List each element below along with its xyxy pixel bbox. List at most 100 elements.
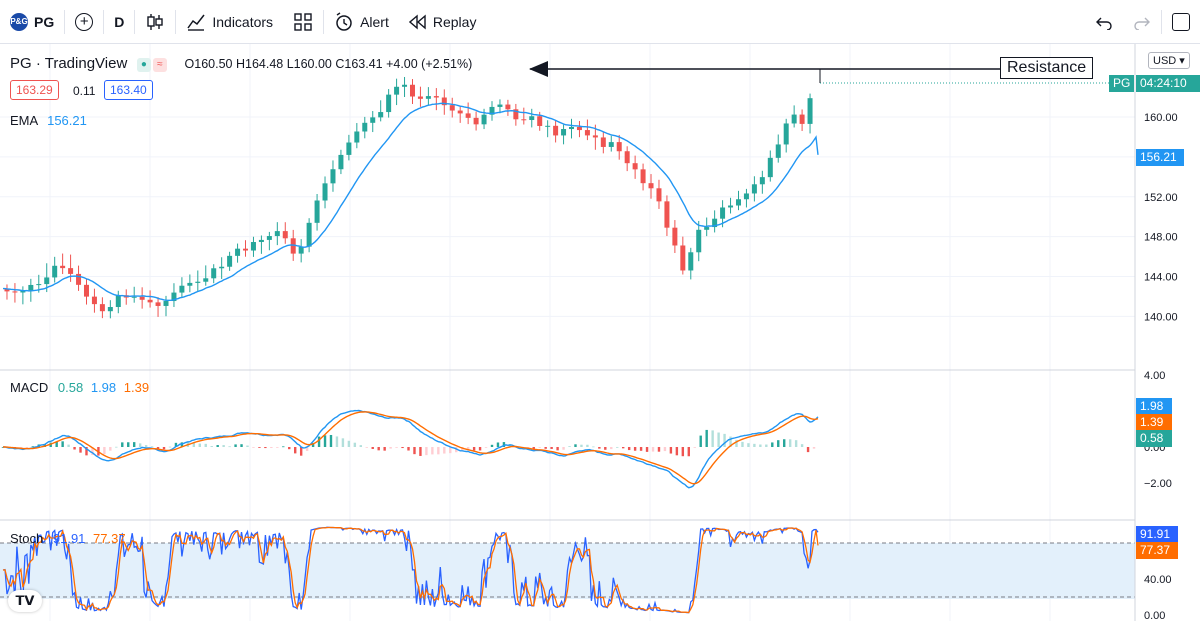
candle-body [584,130,590,136]
macd-histogram-bar [663,447,667,452]
candle-body [107,307,113,312]
alert-label: Alert [360,13,389,30]
chart-type-button[interactable] [135,0,175,44]
candle-body [235,248,241,256]
sell-price-box[interactable]: 163.29 [10,80,59,100]
macd-histogram-bar [234,444,237,447]
candle-body [728,205,734,208]
stoch-tick-label: 40.00 [1144,574,1172,586]
redo-button[interactable] [1123,0,1161,44]
macd-histogram-bar [621,447,625,449]
main-legend: PG · TradingView ● ≈ O160.50 H164.48 L16… [10,55,472,72]
macd-histogram-bar [210,446,213,447]
stoch-d-line [2,526,819,614]
stoch-legend: Stoch 91.91 77.37 [10,531,126,546]
macd-histogram-bar [395,447,398,448]
candle-body [52,265,58,278]
macd-histogram [1,429,816,457]
price-tick-label: 160.00 [1144,112,1178,124]
stoch-d-badge: 77.37 [1136,542,1178,559]
layout-button[interactable] [1162,0,1200,44]
ema-label: EMA [10,113,38,128]
macd-histogram-bar [407,447,410,451]
alert-button[interactable]: Alert [324,0,399,44]
spread-value: 0.11 [73,84,96,98]
candle-body [807,98,813,124]
symbol-search-button[interactable]: P&G PG [0,0,64,44]
macd-histogram-bar [240,444,243,447]
macd-histogram-bar [258,447,261,448]
candle-body [457,110,463,114]
candle-body [68,268,74,274]
macd-hist-value: 0.58 [57,380,84,395]
replay-button[interactable]: Replay [399,0,487,44]
candle-body [131,296,137,298]
candle-body [751,184,757,194]
macd-histogram-bar [150,446,154,448]
macd-tick-label: −2.00 [1144,478,1172,490]
macd-badge: 1.98 [1136,398,1172,415]
macd-histogram-bar [711,430,714,447]
macd-histogram-bar [132,442,136,447]
stoch-guides [0,542,1135,598]
interval-button[interactable]: D [104,0,134,44]
ema-price-badge: 156.21 [1136,149,1184,166]
candle-body [473,117,479,125]
signal-line [3,411,819,485]
macd-histogram-bar [681,447,685,457]
candle-body [394,86,400,95]
candle-body [346,142,352,155]
candle-body [425,96,431,99]
candle-body [195,281,201,283]
macd-histogram-bar [377,447,380,451]
macd-histogram-bar [216,445,219,447]
macd-legend: MACD 0.58 1.98 1.39 [10,380,149,395]
macd-histogram-bar [19,447,23,449]
macd-histogram-bar [616,446,619,448]
macd-histogram-bar [389,447,392,449]
stoch-tick-label: 0.00 [1144,610,1165,621]
candle-body [163,301,169,306]
macd-tick-label: 4.00 [1144,370,1165,382]
candle-body [465,113,471,118]
macd-histogram-bar [204,443,207,447]
macd-histogram-bar [657,447,661,452]
chart-canvas[interactable]: 140.00144.00148.00152.00156.00160.004.00… [0,44,1200,621]
tradingview-logo[interactable]: 𝗧𝗩 [8,590,42,612]
candle-body [227,255,233,267]
candle-body [211,268,217,279]
grid-icon [294,12,312,31]
candle-body [115,295,121,308]
candle-body [417,96,423,99]
indicators-button[interactable]: Indicators [176,0,283,44]
hist-badge: 0.58 [1136,430,1172,447]
candle-body [648,183,654,189]
undo-button[interactable] [1085,0,1123,44]
macd-histogram-bar [723,433,726,447]
candle-body [696,229,702,253]
currency-select[interactable]: USD ▾ [1148,52,1190,69]
candle-body [282,231,288,239]
macd-histogram-bar [562,447,565,450]
candles-icon [147,13,164,30]
candle-body [290,238,296,254]
buy-price-box[interactable]: 163.40 [104,80,153,100]
candle-body [4,288,10,292]
macd-histogram-bar [162,447,166,450]
macd-histogram-bar [568,446,571,447]
candle-body [28,284,34,291]
macd-histogram-bar [127,442,130,447]
macd-histogram-bar [156,447,160,449]
legend-toggles[interactable]: ● ≈ [136,57,167,72]
macd-histogram-bar [198,443,201,447]
templates-button[interactable] [283,0,323,44]
macd-histogram-bar [103,447,106,455]
replay-label: Replay [432,13,477,30]
macd-histogram-bar [806,447,810,453]
compare-symbol-button[interactable]: + [65,0,103,44]
macd-histogram-bar [305,447,309,451]
candle-body [767,157,773,178]
candle-body [306,222,312,247]
add-icon: + [75,12,94,31]
macd-histogram-bar [419,447,422,456]
